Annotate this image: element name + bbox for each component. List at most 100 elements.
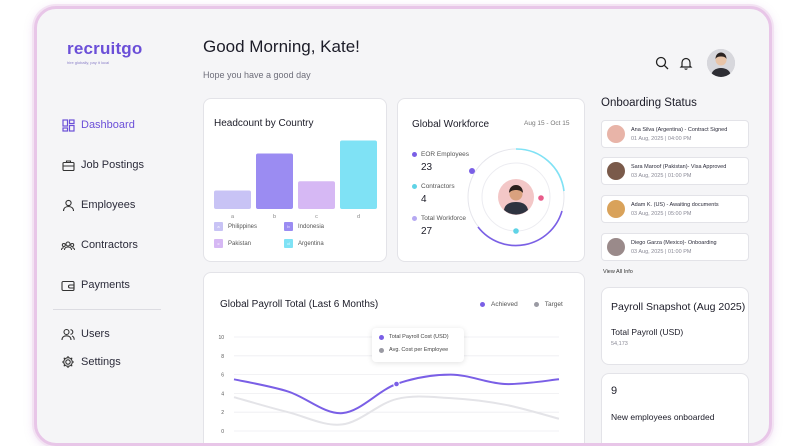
y-tick-label: 0 bbox=[221, 429, 224, 435]
stat-dot bbox=[412, 152, 417, 157]
stat-dot bbox=[412, 184, 417, 189]
legend-label: Indonesia bbox=[298, 223, 325, 230]
sidebar-item-users[interactable]: Users bbox=[61, 324, 121, 344]
group-icon bbox=[61, 238, 75, 252]
sidebar-nav: Dashboard Job Postings Employees Contrac… bbox=[61, 115, 161, 315]
logo[interactable]: recruitgo hire globally, pay it local bbox=[67, 39, 142, 65]
sidebar-item-employees[interactable]: Employees bbox=[61, 195, 161, 215]
sidebar-divider bbox=[53, 309, 161, 310]
sidebar-item-job-postings[interactable]: Job Postings bbox=[61, 155, 161, 175]
wallet-icon bbox=[61, 278, 75, 292]
stat-total: Total Workforce 27 bbox=[412, 215, 466, 237]
y-tick-label: 4 bbox=[221, 391, 224, 397]
series-line-achieved bbox=[233, 373, 560, 415]
dashboard-icon bbox=[61, 118, 75, 132]
bar-d bbox=[340, 140, 377, 209]
tooltip-label: Total Payroll Cost (USD) bbox=[389, 334, 449, 340]
bar-a bbox=[214, 190, 251, 209]
onboarding-item[interactable]: Adam K. (US) - Awaiting documents 03 Aug… bbox=[601, 195, 749, 223]
sidebar-item-label: Contractors bbox=[81, 239, 138, 251]
search-icon[interactable] bbox=[655, 56, 669, 70]
new-employees-label: New employees onboarded bbox=[611, 412, 715, 422]
bar-c bbox=[298, 181, 335, 209]
stat-value: 27 bbox=[421, 226, 433, 237]
sidebar-item-contractors[interactable]: Contractors bbox=[61, 235, 161, 255]
workforce-date-range: Aug 15 - Oct 15 bbox=[524, 120, 570, 127]
onboarding-item[interactable]: Diego Garza (Mexico)- Onboarding 03 Aug,… bbox=[601, 233, 749, 261]
stat-label: Contractors bbox=[421, 183, 455, 190]
legend-indonesia: b Indonesia bbox=[284, 222, 324, 231]
snapshot-title: Payroll Snapshot (Aug 2025) bbox=[611, 301, 746, 313]
headcount-chart: a b c d bbox=[214, 140, 377, 219]
avatar bbox=[607, 125, 625, 143]
stat-value: 23 bbox=[421, 162, 433, 173]
gear-icon bbox=[61, 355, 75, 369]
onboarding-item-date: 01 Aug, 2025 | 04:00 PM bbox=[631, 135, 692, 142]
y-tick-label: 6 bbox=[221, 373, 224, 379]
onboarding-title: Onboarding Status bbox=[601, 97, 697, 109]
notification-bell-icon[interactable] bbox=[679, 56, 693, 70]
onboarding-item[interactable]: Ana Silva (Argentina) - Contract Signed … bbox=[601, 120, 749, 148]
legend-argentina: d Argentina bbox=[284, 239, 324, 248]
sidebar-item-dashboard[interactable]: Dashboard bbox=[61, 115, 161, 135]
stat-eor: EOR Employees 23 bbox=[412, 151, 469, 173]
onboarding-item-date: 03 Aug, 2025 | 01:00 PM bbox=[631, 172, 692, 179]
tooltip-dot bbox=[379, 347, 384, 353]
stat-label: EOR Employees bbox=[421, 151, 470, 158]
legend-label: Argentina bbox=[298, 240, 324, 247]
payroll-legend: Achieved Target bbox=[480, 301, 563, 308]
legend-swatch: b bbox=[284, 222, 293, 231]
briefcase-icon bbox=[61, 158, 75, 172]
onboarding-item-name: Ana Silva (Argentina) - Contract Signed bbox=[631, 126, 728, 133]
sidebar-item-label: Employees bbox=[81, 199, 136, 211]
headcount-title: Headcount by Country bbox=[214, 118, 314, 129]
onboarding-item[interactable]: Sara Maroof (Pakistan)- Visa Approved 03… bbox=[601, 157, 749, 185]
onboarding-item-name: Diego Garza (Mexico)- Onboarding bbox=[631, 239, 717, 246]
avatar bbox=[607, 238, 625, 256]
onboarding-item-date: 03 Aug, 2025 | 01:00 PM bbox=[631, 248, 692, 255]
legend-swatch: d bbox=[284, 239, 293, 248]
payroll-title: Global Payroll Total (Last 6 Months) bbox=[220, 299, 379, 310]
avatar bbox=[607, 162, 625, 180]
sidebar-item-settings[interactable]: Settings bbox=[61, 352, 121, 372]
sidebar-item-label: Job Postings bbox=[81, 159, 144, 171]
new-employees-count: 9 bbox=[611, 385, 618, 397]
bar-label: a bbox=[231, 214, 235, 219]
new-employees-card: 9 New employees onboarded bbox=[601, 373, 749, 443]
view-all-link[interactable]: View All Info bbox=[603, 269, 633, 275]
user-icon bbox=[61, 198, 75, 212]
user-avatar[interactable] bbox=[707, 49, 735, 77]
sidebar-item-payments[interactable]: Payments bbox=[61, 275, 161, 295]
payroll-card: Global Payroll Total (Last 6 Months) Ach… bbox=[203, 272, 585, 443]
page-title: Good Morning, Kate! bbox=[203, 37, 360, 56]
stat-value: 4 bbox=[421, 194, 427, 205]
stat-label: Total Workforce bbox=[421, 215, 467, 222]
workforce-card: Global Workforce Aug 15 - Oct 15 EOR Emp… bbox=[397, 98, 585, 262]
tooltip-row-avg: Avg. Cost per Employee bbox=[379, 347, 464, 353]
legend-label-achieved: Achieved bbox=[491, 301, 518, 308]
tooltip-dot bbox=[379, 334, 384, 340]
bar-b bbox=[256, 153, 293, 209]
sidebar-item-label: Payments bbox=[81, 279, 130, 291]
y-tick-label: 2 bbox=[221, 410, 224, 416]
page-subtitle: Hope you have a good day bbox=[203, 70, 311, 80]
sidebar-item-label: Dashboard bbox=[81, 119, 135, 131]
stat-contractors: Contractors 4 bbox=[412, 183, 455, 205]
bar-label: b bbox=[273, 214, 276, 219]
legend-dot-achieved bbox=[480, 302, 485, 307]
tooltip-row-total: Total Payroll Cost (USD) bbox=[379, 334, 464, 340]
payroll-snapshot-card: Payroll Snapshot (Aug 2025) Total Payrol… bbox=[601, 287, 749, 365]
app-window: recruitgo hire globally, pay it local Da… bbox=[34, 6, 772, 446]
y-tick-label: 10 bbox=[218, 335, 224, 341]
legend-swatch: a bbox=[214, 222, 223, 231]
users-icon bbox=[61, 327, 75, 341]
workforce-title: Global Workforce bbox=[412, 119, 490, 130]
header-actions bbox=[655, 49, 735, 77]
sidebar-secondary-nav: Users Settings bbox=[61, 324, 121, 392]
bar-label: c bbox=[315, 214, 318, 219]
legend-swatch: c bbox=[214, 239, 223, 248]
snapshot-label: Total Payroll (USD) bbox=[611, 327, 684, 337]
onboarding-item-name: Sara Maroof (Pakistan)- Visa Approved bbox=[631, 163, 727, 170]
onboarding-item-name: Adam K. (US) - Awaiting documents bbox=[631, 201, 719, 208]
